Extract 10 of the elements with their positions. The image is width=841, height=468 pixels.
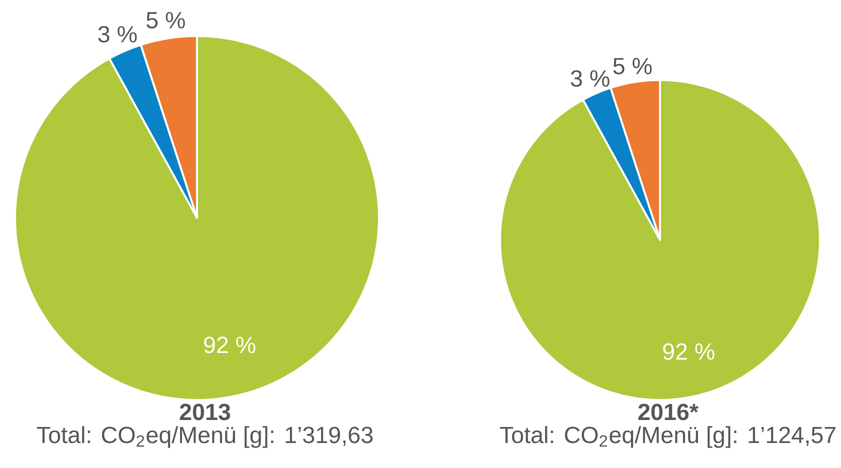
data-label: 3 % — [570, 70, 610, 87]
text: 2016* — [638, 404, 698, 420]
data-label: 5 % — [146, 12, 185, 28]
text: Total: CO$_{2}$eq/Menü [g]: 1’319,63 — [36, 426, 373, 448]
data-label: 5 % — [613, 58, 652, 74]
text: Total: CO$_{2}$eq/Menü [g]: 1’124,57 — [500, 426, 836, 448]
data-label: 92 % — [204, 336, 256, 354]
text: 2013 — [180, 404, 230, 420]
data-label: 3 % — [98, 26, 137, 43]
data-label: 92 % — [663, 343, 714, 360]
